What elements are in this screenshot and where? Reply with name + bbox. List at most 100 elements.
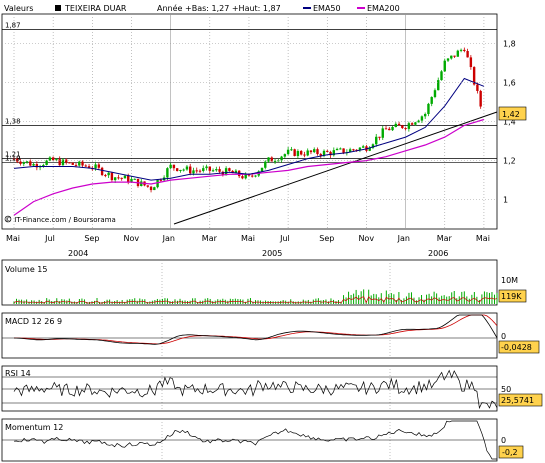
month-tick-label: Jan <box>397 234 410 243</box>
price-candle <box>319 154 322 156</box>
reference-line-label: 1,38 <box>5 117 21 125</box>
price-candle <box>65 159 68 163</box>
price-candle <box>198 170 202 172</box>
price-candle <box>123 175 127 179</box>
price-candle <box>175 168 179 172</box>
price-candle <box>453 55 456 57</box>
price-candle <box>211 170 215 172</box>
year-tick-label: 2006 <box>428 249 448 258</box>
price-candle <box>469 57 473 68</box>
price-candle <box>423 113 427 117</box>
price-candle <box>309 150 313 153</box>
month-tick-label: Sep <box>84 234 99 243</box>
price-candle <box>32 164 35 166</box>
month-tick-label: Jul <box>44 234 55 243</box>
price-candle <box>286 149 290 155</box>
price-candle <box>100 167 104 176</box>
price-candle <box>110 172 114 181</box>
price-candle <box>228 168 231 171</box>
price-candle <box>159 179 163 181</box>
legend-header: Valeurs TEIXEIRA DUAR Année +Bas: 1,27 +… <box>4 3 400 13</box>
price-candle <box>130 178 133 183</box>
price-candle <box>348 149 352 153</box>
month-tick-label: Jul <box>279 234 290 243</box>
price-candle <box>352 149 355 151</box>
price-candle <box>224 168 228 176</box>
price-candle <box>58 159 61 166</box>
price-candle <box>388 128 391 131</box>
price-candle <box>260 167 264 172</box>
rsi-tick-50: 50 <box>501 385 511 394</box>
rsi-last: 25,5741 <box>501 396 534 405</box>
price-candle <box>179 169 182 172</box>
month-tick-label: Mai <box>241 234 255 243</box>
price-candle <box>146 185 149 187</box>
price-candle <box>205 166 208 169</box>
price-candle <box>45 160 48 165</box>
macd-last: -0,0428 <box>501 343 532 352</box>
month-tick-label: Sep <box>319 234 334 243</box>
price-candle <box>290 149 293 151</box>
price-candle <box>71 162 74 165</box>
price-candle <box>61 159 65 166</box>
price-candle <box>368 147 371 151</box>
macd-last-box <box>498 340 540 354</box>
price-candle <box>104 175 107 177</box>
price-candle <box>221 171 225 176</box>
reference-line-label: 1,19 <box>5 155 21 163</box>
price-candle <box>358 147 362 151</box>
ema200-legend: EMA200 <box>367 4 400 13</box>
trend-line <box>173 111 498 225</box>
price-candle <box>55 159 58 161</box>
year-tick-label: 2004 <box>68 249 88 258</box>
price-candle <box>293 149 296 157</box>
momentum-tick-zero: 0 <box>501 436 506 445</box>
momentum-last-box <box>498 445 524 459</box>
price-candle <box>410 123 414 125</box>
price-candle <box>202 168 205 172</box>
price-candle <box>264 161 267 168</box>
price-candle <box>430 97 433 104</box>
price-candle <box>378 136 381 138</box>
price-candle <box>270 157 274 162</box>
price-candle <box>335 148 339 151</box>
price-candle <box>16 158 19 162</box>
price-candle <box>195 170 198 172</box>
price-candle <box>339 148 342 150</box>
price-candle <box>433 90 437 98</box>
price-candle <box>140 181 143 187</box>
price-candle <box>280 156 283 161</box>
month-tick-label: Mar <box>437 234 453 243</box>
volume-last: 119K <box>501 292 522 301</box>
price-candle <box>185 166 189 170</box>
month-tick-label: Mai <box>6 234 20 243</box>
main-panel: 1,81,61,41,21 1,871,381,211,19 1,42 © IT… <box>1 13 527 230</box>
volume-average-line <box>13 296 498 304</box>
price-candle <box>355 149 358 151</box>
price-candle <box>153 187 156 191</box>
x-axis: Mai Jul Sep Nov Jan Mar Mai Jul Sep Nov Jan Mar Mai … <box>6 234 490 258</box>
price-candle <box>78 161 81 166</box>
rsi-line <box>13 369 498 410</box>
price-candle <box>407 123 411 129</box>
price-candle <box>476 84 479 91</box>
price-candle <box>277 160 280 162</box>
price-candle <box>361 146 365 148</box>
price-candle <box>113 177 117 181</box>
price-candle <box>19 161 22 164</box>
price-candle <box>192 170 195 174</box>
volume-tick-10m: 10M <box>501 276 518 285</box>
price-candle <box>29 161 32 166</box>
price-candle <box>241 176 244 179</box>
price-candle <box>35 164 39 168</box>
price-candle <box>51 157 55 161</box>
price-candle <box>166 168 169 178</box>
price-candle <box>401 125 404 129</box>
price-candle <box>427 103 430 114</box>
price-candle <box>42 164 45 167</box>
last-price-box <box>498 106 527 121</box>
price-candle <box>414 122 417 125</box>
price-candle <box>332 150 336 156</box>
price-candle <box>48 157 52 161</box>
